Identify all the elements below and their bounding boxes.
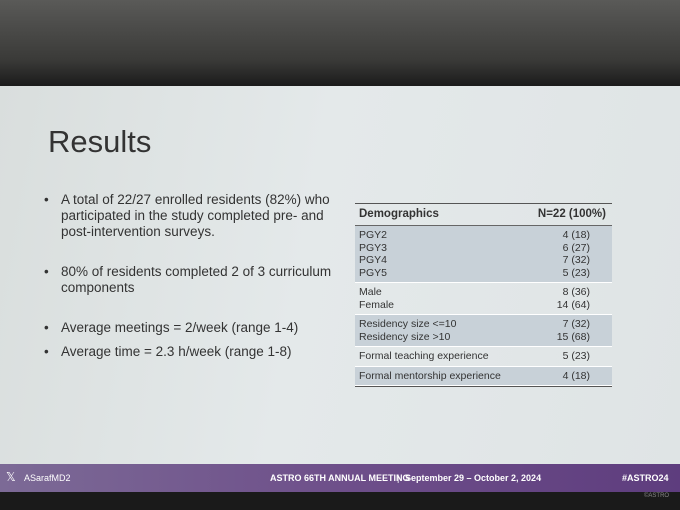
table-row: PGY2 4 (18) (355, 229, 612, 242)
table-cell: 5 (23) (562, 266, 590, 279)
table-cell: Residency size <=10 (359, 318, 457, 330)
table-row: PGY5 5 (23) (355, 267, 612, 280)
table-cell: 5 (23) (562, 350, 590, 362)
table-cell: 4 (18) (562, 229, 590, 241)
table-cell: 8 (36) (562, 286, 590, 298)
row-group: PGY2 4 (18) PGY3 6 (27) PGY4 7 (32) PGY5 5 (23) (355, 226, 612, 283)
bullet-list: A total of 22/27 enrolled residents (82%… (44, 192, 344, 360)
table-cell: Formal teaching experience (359, 350, 489, 362)
table-row: Residency size >10 15 (68) (355, 331, 612, 344)
slide-title: Results (48, 124, 152, 159)
table-row: Male 8 (36) (355, 286, 612, 299)
table-row: PGY4 7 (32) (355, 254, 612, 267)
bullet: A total of 22/27 enrolled residents (82%… (44, 192, 344, 240)
footer-bar: 𝕏 ASarafMD2 ASTRO 66TH ANNUAL MEETING | … (0, 464, 680, 499)
table-cell: 6 (27) (562, 241, 590, 254)
table-row: Residency size <=10 7 (32) (355, 318, 612, 331)
x-icon: 𝕏 (6, 470, 16, 484)
header-cell: Demographics (359, 208, 439, 220)
meeting: ASTRO 66TH ANNUAL MEETING (270, 473, 410, 483)
table-row: Formal teaching experience 5 (23) (355, 350, 612, 363)
copyright: ©ASTRO (644, 493, 670, 499)
row-group: Male 8 (36) Female 14 (64) (355, 283, 612, 315)
handle: ASarafMD2 (24, 473, 71, 483)
table-cell: 14 (64) (556, 298, 590, 311)
table-cell: Residency size >10 (359, 330, 451, 343)
header-cell: N=22 (100%) (537, 208, 606, 220)
table-row: PGY3 6 (27) (355, 242, 612, 255)
bullet: Average meetings = 2/week (range 1-4) (44, 320, 344, 336)
table-cell: 15 (68) (556, 330, 590, 343)
table-cell: 7 (32) (562, 318, 590, 330)
table-cell: PGY4 (359, 254, 388, 266)
dates: September 29 – October 2, 2024 (405, 473, 542, 483)
table-cell: PGY5 (359, 266, 388, 279)
separator: | (397, 473, 400, 483)
row-group: Residency size <=10 7 (32) Residency size … (355, 315, 612, 347)
table-row: Formal mentorship experience 4 (18) (355, 370, 612, 383)
table-cell: Female (359, 298, 395, 311)
table-cell: 4 (18) (562, 369, 590, 382)
demographics-table: Demographics N=22 (100%) PGY2 4 (18) PGY3 6 (… (355, 203, 612, 387)
row-group: Formal teaching experience 5 (23) (355, 347, 612, 367)
row-group: Formal mentorship experience 4 (18) (355, 366, 612, 386)
hashtag: #ASTRO24 (622, 473, 669, 483)
table-row: Female 14 (64) (355, 299, 612, 312)
bullet: 80% of residents completed 2 of 3 curric… (44, 264, 344, 296)
slide: Results A total of 22/27 enrolled reside… (0, 86, 680, 464)
table-cell: Male (359, 286, 382, 298)
table-cell: 7 (32) (562, 254, 590, 266)
bullet: Average time = 2.3 h/week (range 1-8) (44, 344, 344, 360)
table-cell: Formal mentorship experience (359, 369, 501, 382)
table-header: Demographics N=22 (100%) (355, 204, 612, 226)
table-cell: PGY2 (359, 229, 388, 241)
table-cell: PGY3 (359, 241, 388, 254)
